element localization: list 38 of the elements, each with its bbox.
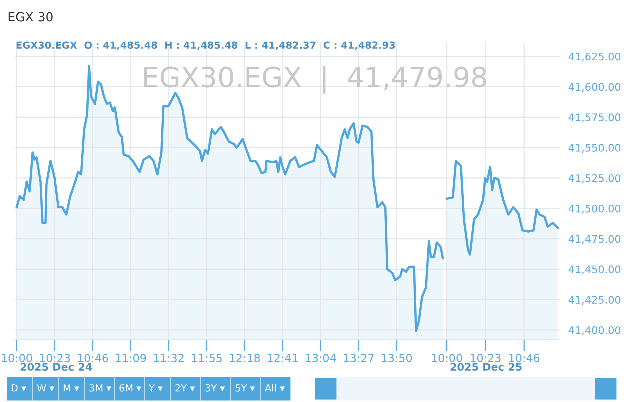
text: 3Y ▾ xyxy=(206,384,226,392)
y-tick-label: 41,550.00 xyxy=(568,144,621,153)
y-tick-label: 41,625.00 xyxy=(568,52,621,62)
x-tick-label: 11:09 xyxy=(116,354,146,362)
text: 5Y ▾ xyxy=(236,384,256,392)
x-tick-label: 12:41 xyxy=(268,354,298,362)
text: All ▾ xyxy=(265,384,285,392)
x-tick-label: 11:32 xyxy=(154,354,184,362)
chart-title: EGX 30 xyxy=(8,12,53,22)
y-tick-label: 41,475.00 xyxy=(568,235,621,244)
y-tick-label: 41,450.00 xyxy=(568,266,621,275)
text: M ▾ xyxy=(64,384,80,392)
x-tick-label: 13:27 xyxy=(344,354,374,362)
text: W ▾ xyxy=(37,384,55,392)
y-tick-label: 41,500.00 xyxy=(568,204,621,214)
x-tick-label: 12:18 xyxy=(230,354,260,362)
x-tick-label: 10:00 xyxy=(2,354,32,362)
y-tick-label: 41,400.00 xyxy=(568,326,621,336)
text: Y ▾ xyxy=(148,384,163,392)
y-tick-label: 41,575.00 xyxy=(568,114,621,123)
y-tick-label: 41,600.00 xyxy=(568,83,621,92)
y-tick-label: 41,525.00 xyxy=(568,174,621,184)
text: 3M ▾ xyxy=(90,384,112,392)
x-tick-label: 10:46 xyxy=(78,354,108,362)
x-tick-label: 13:04 xyxy=(306,354,336,362)
chart-subtitle: EGX30.EGX O : 41,485.48 H : 41,485.48 L : 41,482.37 C : 41,482.93 xyxy=(16,42,396,50)
x-tick-label: 10:00 xyxy=(432,354,462,362)
x-tick-label: 13:50 xyxy=(382,354,412,362)
x-tick-label: 10:23 xyxy=(40,354,70,362)
text: D ▾ xyxy=(12,384,26,392)
text: 2025 Dec 24 xyxy=(20,363,92,372)
text: 2Y ▾ xyxy=(176,384,196,392)
y-tick-label: 41,425.00 xyxy=(568,296,621,306)
text: 2025 Dec 25 xyxy=(450,363,522,372)
x-tick-label: 10:46 xyxy=(510,354,540,362)
text: 6M ▾ xyxy=(120,384,142,392)
x-tick-label: 11:55 xyxy=(192,354,222,362)
x-tick-label: 10:23 xyxy=(470,354,501,362)
